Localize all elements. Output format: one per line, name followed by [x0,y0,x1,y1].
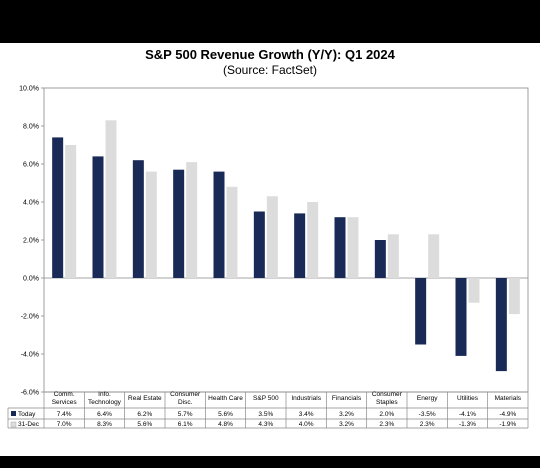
bar-today [52,137,64,278]
category-label: Comm. [54,391,75,398]
legend-key-today [11,411,16,416]
data-label: 4.0% [299,421,314,428]
bar-today [294,213,306,278]
y-tick-label: 2.0% [23,238,39,245]
bar-dec31 [307,202,319,278]
bar-today [455,278,467,356]
legend-label: 31-Dec [18,421,40,428]
data-label: 5.7% [178,411,193,418]
bar-dec31 [387,234,399,278]
y-tick-label: 6.0% [23,162,39,169]
data-label: 3.2% [339,421,354,428]
bar-dec31 [65,145,77,278]
data-label: 5.6% [137,421,152,428]
bar-chart: 10.0% 8.0% 6.0% 4.0% 2.0% 0.0% -2.0% -4.0% -6.0%… [7,86,529,429]
bar-today [213,171,225,278]
category-label: Consumer [372,391,403,398]
category-label: Materials [495,395,522,402]
bar-dec31 [145,171,157,278]
data-label: 7.4% [57,411,72,418]
category-label: Real Estate [128,395,162,402]
data-label: 3.2% [339,411,354,418]
data-label: 4.8% [218,421,233,428]
category-label: S&P 500 [253,395,279,402]
bar-dec31 [468,278,480,303]
data-label: 2.0% [379,411,394,418]
data-label: 3.4% [299,411,314,418]
category-label: Staples [376,399,398,406]
legend-key-dec31 [10,421,17,428]
data-label: -1.9% [499,421,516,428]
data-label: 3.5% [258,411,273,418]
data-label: 4.3% [258,421,273,428]
bar-dec31 [186,162,198,278]
bar-today [334,217,346,278]
data-label: -4.9% [499,411,516,418]
data-label: -3.5% [419,411,436,418]
category-label: Technology [88,399,122,406]
y-tick-label: -6.0% [21,390,39,397]
bar-today [92,156,104,278]
bar-dec31 [428,234,440,278]
category-label: Services [52,399,78,406]
y-tick-label: -4.0% [21,352,39,359]
category-label: Energy [417,395,438,402]
data-label: -1.3% [459,421,476,428]
data-label: -4.1% [459,411,476,418]
data-label: 6.4% [97,411,112,418]
data-label: 6.2% [137,411,152,418]
chart-title: S&P 500 Revenue Growth (Y/Y): Q1 2024 [145,47,395,62]
category-label: Health Care [208,395,243,402]
y-tick-label: -2.0% [21,314,39,321]
bar-dec31 [226,186,238,278]
data-label: 6.1% [178,421,193,428]
category-label: Disc. [178,399,193,406]
bar-today [374,240,386,278]
data-label: 2.3% [420,421,435,428]
data-label: 8.3% [97,421,112,428]
plot-area [43,87,529,393]
y-tick-label: 10.0% [19,86,39,93]
y-tick-label: 4.0% [23,200,39,207]
category-label: Utilities [457,395,479,402]
bar-today [415,278,427,345]
bar-dec31 [508,278,520,315]
bar-today [132,160,144,278]
y-tick-label: 0.0% [23,276,39,283]
bar-today [495,278,507,372]
category-label: Consumer [170,391,201,398]
category-label: Industrials [291,395,321,402]
legend-label: Today [18,411,36,418]
data-label: 5.6% [218,411,233,418]
category-label: Info. [98,391,111,398]
bar-dec31 [105,120,117,278]
bar-today [173,169,185,278]
data-label: 7.0% [57,421,72,428]
chart-subtitle: (Source: FactSet) [222,63,318,77]
bar-today [253,211,265,278]
bar-dec31 [266,196,278,278]
bar-dec31 [347,217,359,278]
y-tick-label: 8.0% [23,124,39,131]
chart-card: S&P 500 Revenue Growth (Y/Y): Q1 2024 (S… [0,43,540,456]
category-label: Financials [332,395,362,402]
data-label: 2.3% [379,421,394,428]
